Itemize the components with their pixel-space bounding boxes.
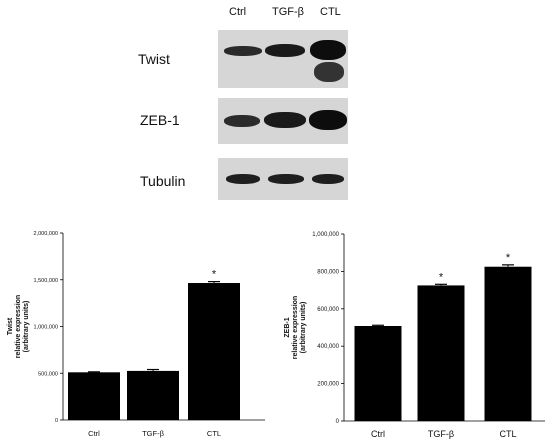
blot-row-label-twist: Twist	[138, 51, 170, 67]
y-tick-label: 1,500,000	[34, 278, 58, 284]
y-axis-label-line: (arbitrary units)	[23, 301, 30, 353]
y-tick-label: 600,000	[317, 307, 339, 313]
y-axis-label-line: ZEB-1	[284, 317, 291, 337]
bar	[354, 326, 402, 421]
y-axis-label-line: Twist	[7, 317, 14, 335]
x-tick-label: TGF-β	[428, 429, 454, 439]
y-tick-label: 0	[336, 419, 340, 425]
y-tick-label: 200,000	[317, 382, 339, 388]
y-tick-label: 500,000	[38, 371, 58, 377]
y-tick-label: 2,000,000	[34, 231, 58, 237]
blot-band	[265, 44, 305, 57]
bar	[127, 370, 179, 420]
x-tick-label: CTL	[207, 429, 221, 438]
twist-bar-chart: 0 500,000 1,000,000 1,500,000 2,000,000 Twist…	[7, 231, 265, 438]
blot-band	[268, 174, 304, 184]
y-tick-label: 800,000	[317, 269, 339, 275]
blot-lane-label-tgf: TGF-β	[272, 6, 304, 18]
y-axis-label: Twist relative expression (arbitrary units…	[7, 295, 30, 358]
y-tick-label: 400,000	[317, 344, 339, 350]
significance-marker: *	[506, 252, 511, 264]
bar	[188, 283, 240, 420]
x-tick-label: Ctrl	[88, 429, 100, 438]
bar	[484, 266, 532, 421]
y-axis-label-line: relative expression	[292, 296, 299, 359]
significance-marker: *	[439, 271, 444, 283]
significance-marker: *	[212, 269, 217, 281]
blot-band	[310, 40, 346, 60]
bar	[68, 372, 120, 420]
blot-row-label-zeb1: ZEB-1	[140, 112, 180, 128]
blot-band	[309, 110, 347, 130]
blot-band	[226, 174, 260, 184]
y-axis-label-line: (arbitrary units)	[300, 302, 307, 354]
y-axis-label-line: relative expression	[15, 295, 22, 358]
y-axis-label: ZEB-1 relative expression (arbitrary units…	[284, 296, 307, 359]
blot-band	[312, 174, 344, 184]
blot-smear	[314, 62, 344, 82]
y-tick-label: 1,000,000	[312, 232, 339, 238]
blot-panel-tubulin	[218, 158, 348, 200]
bar	[417, 285, 465, 421]
x-tick-label: Ctrl	[371, 429, 385, 439]
y-tick-label: 1,000,000	[34, 325, 58, 331]
blot-panel-zeb1	[218, 98, 348, 144]
y-tick-label: 0	[55, 418, 58, 424]
x-tick-label: CTL	[499, 429, 516, 439]
blot-panel-twist	[218, 30, 348, 88]
blot-band	[224, 46, 262, 56]
zeb1-bar-chart: 0 200,000 400,000 600,000 800,000 1,000,000 ZE…	[284, 232, 545, 439]
blot-lane-label-ctl: CTL	[320, 6, 341, 18]
blot-row-label-tubulin: Tubulin	[140, 173, 186, 189]
blot-band	[264, 112, 306, 128]
blot-band	[224, 115, 260, 127]
x-tick-label: TGF-β	[142, 429, 164, 438]
blot-lane-label-ctrl: Ctrl	[229, 6, 247, 18]
